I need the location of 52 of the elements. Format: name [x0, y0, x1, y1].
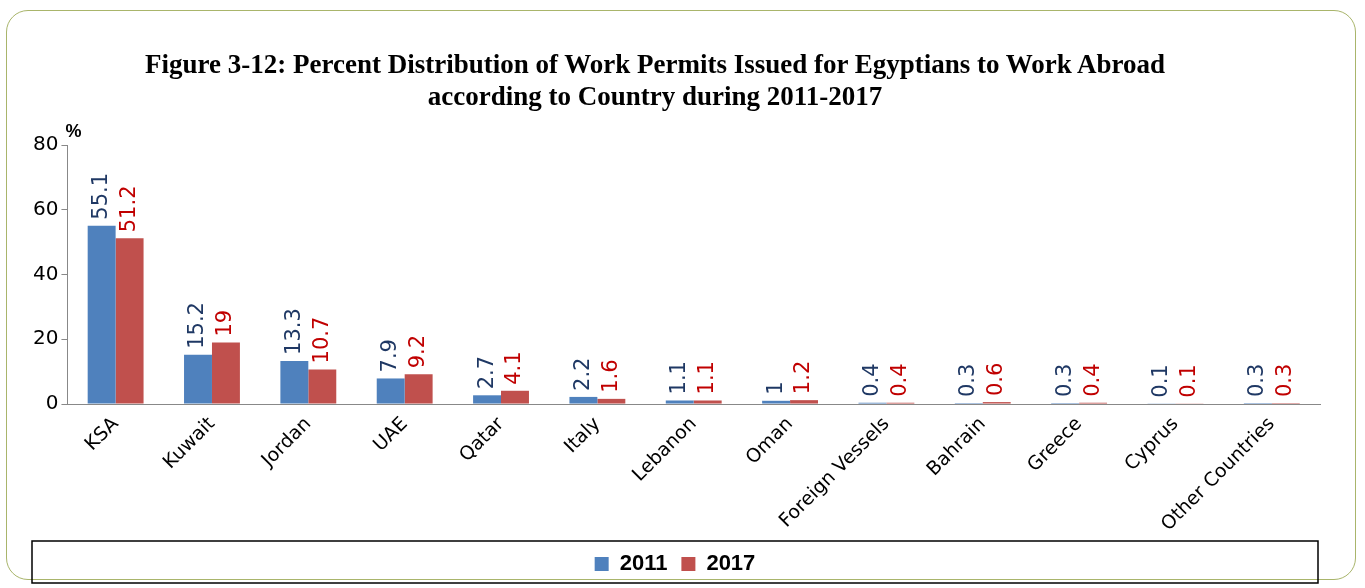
data-label: 0.4	[1079, 363, 1104, 397]
data-label: 0.4	[886, 363, 911, 397]
bar	[693, 400, 722, 404]
data-label: 0.1	[1175, 364, 1200, 398]
data-label: 13.3	[280, 308, 305, 355]
y-tick-label: 0	[45, 390, 59, 415]
data-label: 51.2	[116, 185, 141, 233]
bar	[569, 396, 598, 404]
data-label: 1.2	[790, 360, 815, 395]
data-label: 19	[212, 309, 237, 337]
data-label: 55.1	[88, 172, 113, 220]
data-label: 0.3	[1272, 363, 1297, 398]
data-label: 4.1	[501, 351, 526, 385]
y-axis-title: %	[65, 120, 82, 141]
bar	[597, 398, 626, 404]
data-label: 0.1	[1147, 364, 1172, 398]
data-label: 0.3	[955, 363, 980, 398]
bar	[184, 354, 212, 404]
data-label: 2.7	[473, 355, 498, 390]
data-label: 15.2	[184, 302, 209, 349]
y-tick-label: 80	[33, 131, 59, 156]
y-tick-label: 20	[33, 325, 59, 350]
data-label: 10.7	[308, 316, 333, 364]
chart-title: Figure 3-12: Percent Distribution of Work Permits Issued for Egyptians to Work Abroad according to Country during 2011-2017	[144, 48, 1166, 112]
data-label: 0.4	[858, 363, 883, 397]
bar	[762, 400, 791, 404]
data-label: 0.3	[1244, 363, 1269, 398]
bar	[280, 360, 309, 404]
legend-label: 2011	[619, 550, 668, 576]
bar	[404, 374, 433, 404]
bar	[376, 378, 405, 404]
data-label: 7.9	[377, 339, 402, 373]
bar	[473, 395, 502, 404]
data-label: 1.1	[694, 361, 719, 395]
data-label: 9.2	[405, 334, 430, 369]
data-label: 2.2	[569, 357, 594, 391]
bar	[211, 342, 240, 404]
data-label: 1.6	[597, 359, 622, 393]
bar	[501, 390, 529, 404]
data-label: 0.3	[1051, 363, 1076, 398]
data-label: 0.6	[983, 362, 1008, 397]
y-tick-label: 40	[33, 260, 59, 285]
bar	[665, 400, 694, 404]
data-label: 1.1	[666, 361, 691, 395]
x-tick-label: KSA	[79, 411, 122, 455]
legend-label: 2017	[706, 550, 756, 576]
bar	[87, 225, 116, 404]
y-tick-label: 60	[33, 195, 59, 220]
bar	[115, 238, 144, 404]
data-label: 1	[762, 381, 787, 395]
bar	[308, 369, 337, 404]
bar	[790, 400, 819, 404]
